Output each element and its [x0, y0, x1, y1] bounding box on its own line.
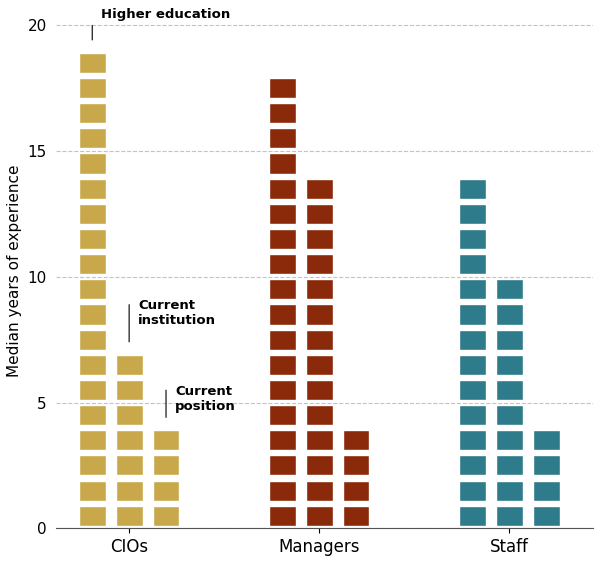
FancyBboxPatch shape — [116, 430, 143, 450]
FancyBboxPatch shape — [459, 254, 486, 274]
FancyBboxPatch shape — [79, 355, 106, 375]
FancyBboxPatch shape — [269, 329, 296, 350]
FancyBboxPatch shape — [79, 430, 106, 450]
FancyBboxPatch shape — [79, 128, 106, 149]
FancyBboxPatch shape — [496, 355, 523, 375]
FancyBboxPatch shape — [79, 78, 106, 98]
FancyBboxPatch shape — [152, 506, 179, 526]
FancyBboxPatch shape — [79, 455, 106, 476]
FancyBboxPatch shape — [269, 154, 296, 173]
FancyBboxPatch shape — [306, 430, 332, 450]
FancyBboxPatch shape — [79, 405, 106, 425]
FancyBboxPatch shape — [306, 380, 332, 400]
FancyBboxPatch shape — [496, 506, 523, 526]
FancyBboxPatch shape — [152, 455, 179, 476]
FancyBboxPatch shape — [496, 430, 523, 450]
FancyBboxPatch shape — [496, 481, 523, 501]
FancyBboxPatch shape — [306, 279, 332, 300]
FancyBboxPatch shape — [306, 405, 332, 425]
Text: Current
institution: Current institution — [138, 300, 216, 327]
FancyBboxPatch shape — [459, 279, 486, 300]
FancyBboxPatch shape — [116, 506, 143, 526]
FancyBboxPatch shape — [269, 506, 296, 526]
FancyBboxPatch shape — [459, 430, 486, 450]
FancyBboxPatch shape — [269, 254, 296, 274]
FancyBboxPatch shape — [459, 229, 486, 249]
FancyBboxPatch shape — [79, 154, 106, 173]
FancyBboxPatch shape — [306, 254, 332, 274]
FancyBboxPatch shape — [79, 329, 106, 350]
FancyBboxPatch shape — [116, 380, 143, 400]
FancyBboxPatch shape — [459, 481, 486, 501]
FancyBboxPatch shape — [79, 178, 106, 199]
FancyBboxPatch shape — [306, 329, 332, 350]
FancyBboxPatch shape — [269, 279, 296, 300]
FancyBboxPatch shape — [79, 103, 106, 123]
FancyBboxPatch shape — [459, 355, 486, 375]
FancyBboxPatch shape — [79, 254, 106, 274]
FancyBboxPatch shape — [79, 204, 106, 224]
FancyBboxPatch shape — [116, 481, 143, 501]
FancyBboxPatch shape — [79, 481, 106, 501]
Y-axis label: Median years of experience: Median years of experience — [7, 164, 22, 377]
FancyBboxPatch shape — [306, 229, 332, 249]
FancyBboxPatch shape — [459, 329, 486, 350]
FancyBboxPatch shape — [306, 355, 332, 375]
FancyBboxPatch shape — [306, 178, 332, 199]
Text: Higher education: Higher education — [101, 8, 230, 21]
FancyBboxPatch shape — [459, 305, 486, 324]
FancyBboxPatch shape — [79, 305, 106, 324]
FancyBboxPatch shape — [459, 506, 486, 526]
FancyBboxPatch shape — [116, 405, 143, 425]
FancyBboxPatch shape — [496, 305, 523, 324]
FancyBboxPatch shape — [269, 178, 296, 199]
FancyBboxPatch shape — [343, 455, 370, 476]
FancyBboxPatch shape — [533, 455, 560, 476]
FancyBboxPatch shape — [269, 481, 296, 501]
FancyBboxPatch shape — [269, 380, 296, 400]
FancyBboxPatch shape — [79, 53, 106, 73]
FancyBboxPatch shape — [79, 380, 106, 400]
FancyBboxPatch shape — [496, 380, 523, 400]
FancyBboxPatch shape — [79, 506, 106, 526]
FancyBboxPatch shape — [533, 481, 560, 501]
FancyBboxPatch shape — [496, 405, 523, 425]
FancyBboxPatch shape — [533, 430, 560, 450]
FancyBboxPatch shape — [269, 103, 296, 123]
FancyBboxPatch shape — [152, 481, 179, 501]
Text: Current
position: Current position — [175, 385, 236, 413]
FancyBboxPatch shape — [496, 329, 523, 350]
FancyBboxPatch shape — [306, 481, 332, 501]
FancyBboxPatch shape — [306, 455, 332, 476]
FancyBboxPatch shape — [306, 506, 332, 526]
FancyBboxPatch shape — [269, 204, 296, 224]
FancyBboxPatch shape — [343, 430, 370, 450]
FancyBboxPatch shape — [269, 78, 296, 98]
FancyBboxPatch shape — [533, 506, 560, 526]
FancyBboxPatch shape — [79, 229, 106, 249]
FancyBboxPatch shape — [459, 455, 486, 476]
FancyBboxPatch shape — [459, 178, 486, 199]
FancyBboxPatch shape — [343, 481, 370, 501]
FancyBboxPatch shape — [459, 204, 486, 224]
FancyBboxPatch shape — [116, 355, 143, 375]
FancyBboxPatch shape — [269, 405, 296, 425]
FancyBboxPatch shape — [269, 128, 296, 149]
FancyBboxPatch shape — [269, 305, 296, 324]
FancyBboxPatch shape — [496, 279, 523, 300]
FancyBboxPatch shape — [496, 455, 523, 476]
FancyBboxPatch shape — [269, 229, 296, 249]
FancyBboxPatch shape — [152, 430, 179, 450]
FancyBboxPatch shape — [459, 380, 486, 400]
FancyBboxPatch shape — [269, 455, 296, 476]
FancyBboxPatch shape — [79, 279, 106, 300]
FancyBboxPatch shape — [459, 405, 486, 425]
FancyBboxPatch shape — [306, 204, 332, 224]
FancyBboxPatch shape — [269, 430, 296, 450]
FancyBboxPatch shape — [269, 355, 296, 375]
FancyBboxPatch shape — [343, 506, 370, 526]
FancyBboxPatch shape — [116, 455, 143, 476]
FancyBboxPatch shape — [306, 305, 332, 324]
